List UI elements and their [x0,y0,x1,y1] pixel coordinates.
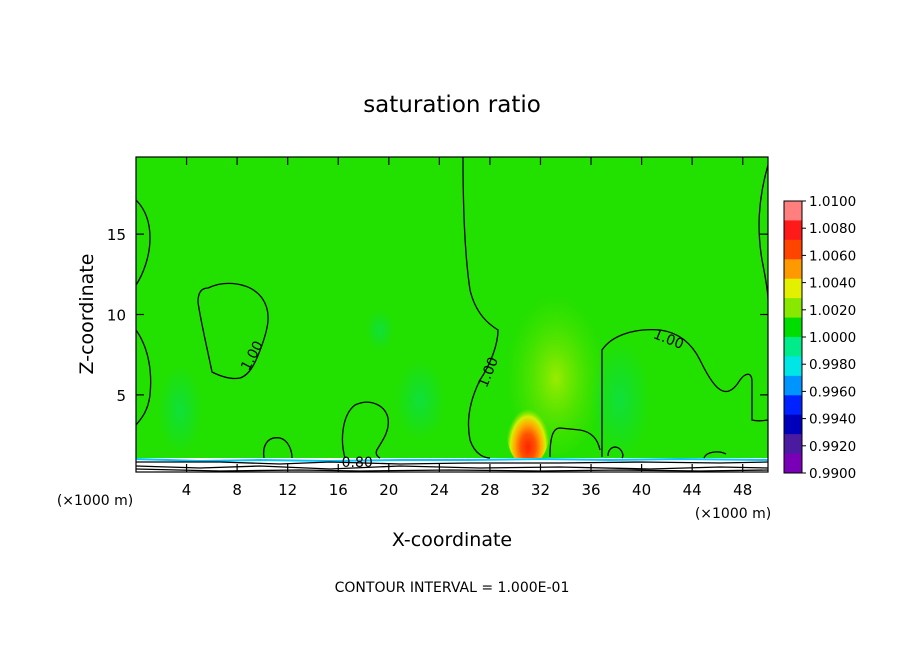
y-tick-label: 15 [107,226,126,244]
contour-label: 0.80 [342,455,373,471]
colorbar-label: 1.0080 [809,221,856,237]
colorbar-label: 1.0020 [809,303,856,319]
colorbar-label: 0.9900 [809,466,856,482]
colorbar-swatch [784,434,802,455]
colorbar-swatch [784,259,802,280]
x-tick-label: 24 [430,481,449,499]
x-tick-label: 12 [278,481,297,499]
x-tick-label: 4 [182,481,192,499]
y-tick-label: 5 [116,387,126,405]
dry-patch [158,365,202,455]
colorbar-swatch [784,201,802,221]
colorbar-swatch [784,239,802,260]
colorbar-swatch [784,356,802,377]
x-tick-label: 32 [531,481,550,499]
dry-patch [395,360,445,440]
y-axis-title: Z-coordinate [76,254,98,375]
colorbar-swatch [784,278,802,299]
saturation-field [136,157,768,472]
x-tick-label: 28 [480,481,499,499]
contour-lines [136,157,768,472]
dry-patch [366,310,394,350]
colorbar: 1.0100 1.0080 1.0060 1.0040 1.0020 1.0000 0.99… [783,194,856,482]
y-tick-label: 10 [107,307,126,325]
x-tick-label: 16 [329,481,348,499]
colorbar-label: 1.0040 [809,276,856,292]
x-axis: 4 8 12 16 20 24 28 32 36 40 44 48 [182,157,752,499]
colorbar-swatch [784,375,802,396]
colorbar-label: 1.0060 [809,248,856,264]
surface-dry-line [136,457,768,463]
colorbar-swatch [784,395,802,416]
colorbar-swatch [784,453,802,474]
y-axis: 5 10 15 [107,226,768,405]
colorbar-swatch [784,298,802,319]
chart-title: saturation ratio [363,92,541,118]
colorbar-label: 0.9920 [809,439,856,455]
colorbar-swatch [784,337,802,357]
x-tick-label: 36 [581,481,600,499]
x-unit-right: (×1000 m) [695,506,771,522]
colorbar-label: 0.9940 [809,412,856,428]
colorbar-label: 0.9980 [809,357,856,373]
dry-patch [590,340,650,460]
colorbar-label: 1.0000 [809,330,856,346]
colorbar-label: 0.9960 [809,384,856,400]
x-tick-label: 40 [632,481,651,499]
colorbar-label: 1.0100 [809,194,856,210]
x-axis-title: X-coordinate [392,529,512,551]
supersaturation-core [506,390,550,466]
colorbar-swatch [784,317,802,338]
plot-area [136,157,768,472]
x-tick-label: 20 [379,481,398,499]
contour-interval-note: CONTOUR INTERVAL = 1.000E-01 [335,580,570,596]
x-tick-label: 44 [683,481,702,499]
x-unit-left: (×1000 m) [57,493,133,509]
colorbar-swatch [784,414,802,435]
x-tick-label: 8 [232,481,242,499]
colorbar-swatch [784,220,802,241]
x-tick-label: 48 [733,481,752,499]
